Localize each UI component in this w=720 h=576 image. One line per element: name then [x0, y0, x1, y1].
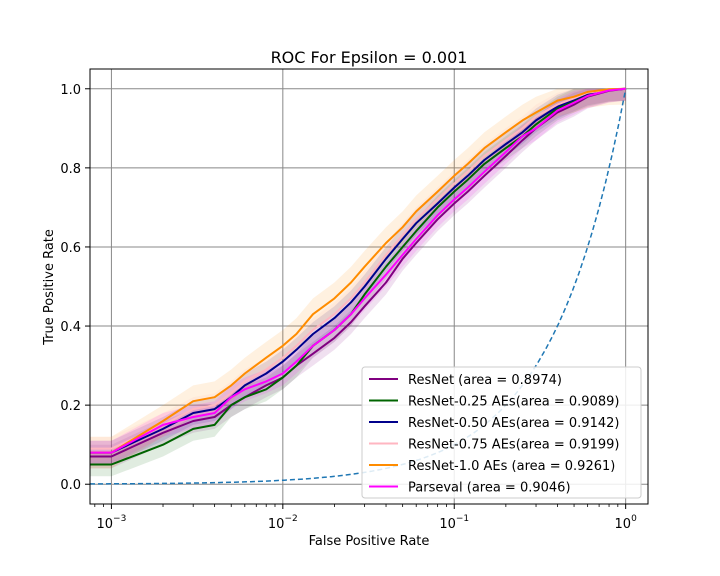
legend-label: ResNet-0.25 AEs(area = 0.9089): [408, 395, 619, 410]
series-band: [90, 88, 626, 465]
series-band: [90, 88, 626, 465]
x-axis-label: False Positive Rate: [309, 534, 430, 549]
legend-label: Parseval (area = 0.9046): [408, 481, 571, 496]
x-tick-exponent: −1: [456, 514, 469, 524]
series-band: [90, 88, 626, 469]
reference-diagonal-line: [90, 88, 627, 485]
plot-frame: [89, 68, 649, 505]
x-tick-base: 10: [615, 517, 632, 532]
y-tick-label: 0.4: [60, 320, 81, 335]
x-tick-exponent: −3: [113, 514, 126, 524]
legend-box: [361, 366, 642, 499]
x-tick-label: 10−2: [268, 514, 298, 532]
x-tick-base: 10: [268, 517, 285, 532]
legend-label: ResNet-0.75 AEs(area = 0.9199): [408, 438, 619, 453]
series-line: [90, 87, 626, 454]
y-tick-label: 0.8: [60, 162, 81, 177]
legend-label: ResNet-0.50 AEs(area = 0.9142): [408, 416, 619, 431]
y-axis-label: True Positive Rate: [42, 229, 57, 346]
series-line: [90, 87, 626, 466]
legend-label: ResNet-1.0 AEs (area = 0.9261): [408, 459, 615, 474]
x-tick-base: 10: [439, 517, 456, 532]
y-tick-label: 0.2: [60, 399, 81, 414]
series-line: [90, 87, 626, 450]
series-band: [90, 88, 626, 469]
band-layer: [90, 88, 626, 477]
x-tick-exponent: −2: [284, 514, 297, 524]
legend-label: ResNet (area = 0.8974): [408, 373, 562, 388]
series-line: [90, 87, 626, 454]
y-tick-label: 0.0: [60, 478, 81, 493]
y-tick-label: 0.6: [60, 241, 81, 256]
x-tick-label: 10−3: [97, 514, 127, 532]
x-tick-exponent: 0: [631, 514, 637, 524]
x-tick-label: 10−1: [439, 514, 469, 532]
series-band: [90, 88, 626, 461]
x-tick-base: 10: [97, 517, 114, 532]
legend: ResNet (area = 0.8974) ResNet-0.25 AEs(ar…: [361, 366, 642, 499]
chart-title: ROC For Epsilon = 0.001: [271, 48, 468, 67]
y-tick-label: 1.0: [60, 83, 81, 98]
series-layer: [90, 87, 627, 485]
x-tick-label: 100: [615, 514, 638, 532]
